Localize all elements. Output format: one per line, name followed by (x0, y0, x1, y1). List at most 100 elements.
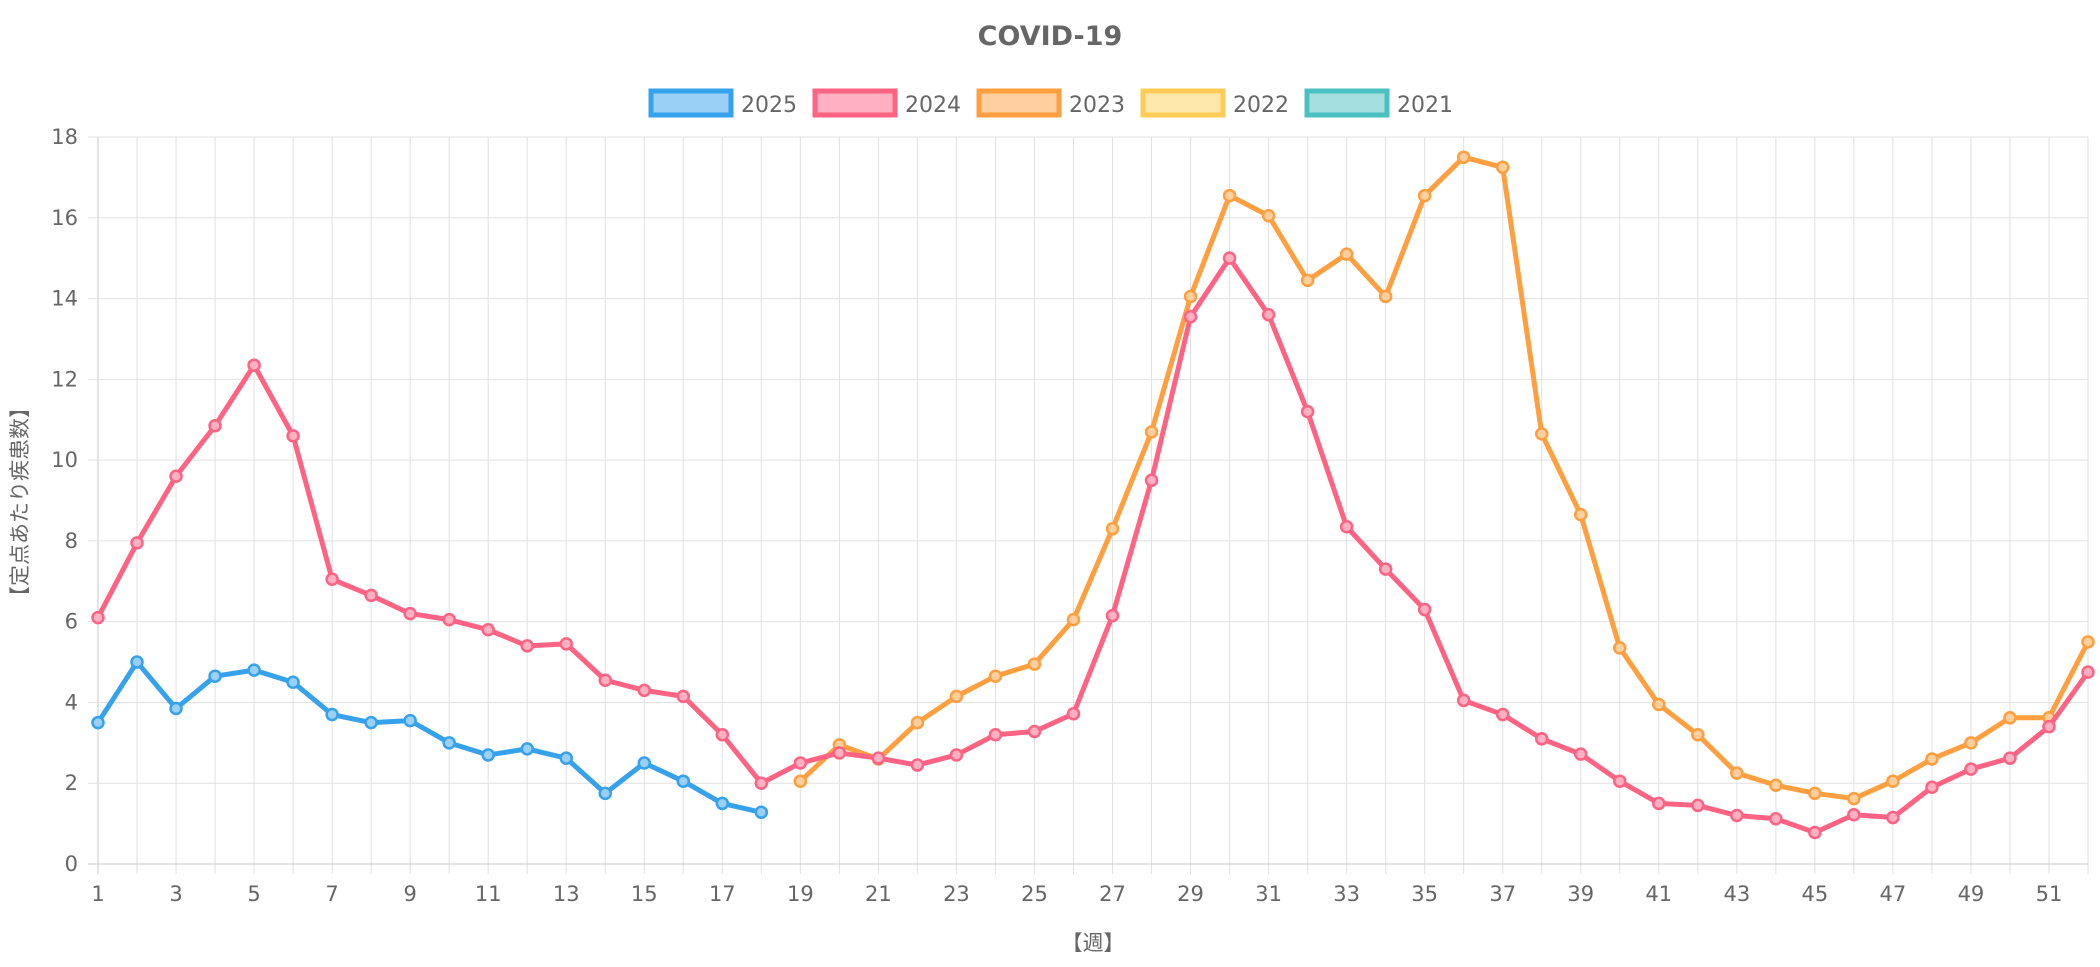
data-point-2023[interactable] (1613, 641, 1627, 655)
data-point-2025[interactable] (169, 701, 183, 716)
data-point-2024[interactable] (325, 572, 339, 587)
data-point-2024[interactable] (1066, 707, 1081, 721)
data-point-2025[interactable] (91, 715, 105, 730)
data-point-2024[interactable] (169, 469, 183, 484)
legend-item-2024[interactable]: 2024 (812, 88, 961, 118)
data-point-2023[interactable] (1105, 522, 1120, 536)
data-point-2023[interactable] (1339, 247, 1354, 261)
data-point-2023[interactable] (1183, 289, 1198, 304)
data-point-2024[interactable] (754, 776, 769, 790)
data-point-2023[interactable] (910, 715, 925, 730)
data-point-2025[interactable] (325, 707, 339, 722)
data-point-2025[interactable] (754, 805, 769, 820)
data-point-2024[interactable] (1534, 732, 1549, 746)
data-point-2024[interactable] (1339, 520, 1354, 534)
data-point-2025[interactable] (442, 736, 456, 750)
data-point-2024[interactable] (559, 637, 573, 651)
data-point-2023[interactable] (988, 669, 1003, 683)
data-point-2023[interactable] (1456, 150, 1471, 164)
data-point-2023[interactable] (1300, 273, 1315, 288)
data-point-2024[interactable] (1964, 762, 1978, 776)
data-point-2025[interactable] (286, 675, 300, 689)
data-point-2024[interactable] (910, 758, 925, 772)
data-point-2025[interactable] (364, 715, 378, 730)
data-point-2023[interactable] (1730, 766, 1744, 780)
data-point-2023[interactable] (1027, 657, 1042, 671)
data-point-2023[interactable] (793, 774, 808, 788)
data-point-2024[interactable] (1691, 798, 1705, 813)
data-point-2024[interactable] (637, 683, 652, 698)
data-point-2024[interactable] (793, 756, 808, 770)
data-point-2023[interactable] (2003, 711, 2017, 725)
data-point-2024[interactable] (598, 673, 613, 687)
data-point-2024[interactable] (286, 429, 300, 443)
data-point-2023[interactable] (1691, 728, 1705, 742)
data-point-2023[interactable] (949, 689, 964, 704)
data-point-2025[interactable] (637, 756, 652, 770)
data-point-2024[interactable] (2081, 665, 2095, 679)
data-point-2023[interactable] (1261, 209, 1276, 223)
data-point-2023[interactable] (1652, 697, 1666, 712)
data-point-2024[interactable] (1925, 780, 1939, 795)
data-point-2024[interactable] (1417, 602, 1432, 617)
data-point-2023[interactable] (1886, 774, 1900, 788)
data-point-2024[interactable] (2042, 719, 2056, 734)
data-point-2024[interactable] (1769, 812, 1783, 826)
data-point-2024[interactable] (832, 746, 847, 760)
data-point-2023[interactable] (1769, 778, 1783, 792)
data-point-2024[interactable] (247, 358, 261, 372)
data-point-2024[interactable] (676, 689, 691, 704)
data-point-2023[interactable] (1378, 289, 1393, 304)
data-point-2023[interactable] (1925, 752, 1939, 766)
data-point-2024[interactable] (1261, 307, 1276, 322)
data-point-2024[interactable] (1886, 810, 1900, 825)
data-point-2024[interactable] (1300, 404, 1315, 419)
data-point-2024[interactable] (1027, 724, 1042, 739)
data-point-2024[interactable] (481, 622, 495, 637)
data-point-2025[interactable] (130, 655, 144, 669)
data-point-2025[interactable] (247, 663, 261, 677)
data-point-2024[interactable] (1378, 562, 1393, 576)
legend-item-2023[interactable]: 2023 (976, 88, 1125, 118)
data-point-2023[interactable] (1495, 160, 1510, 175)
data-point-2024[interactable] (364, 588, 378, 603)
data-point-2024[interactable] (1144, 473, 1159, 488)
data-point-2024[interactable] (1730, 808, 1744, 823)
data-point-2023[interactable] (1573, 507, 1588, 522)
data-point-2024[interactable] (715, 728, 730, 742)
data-point-2023[interactable] (1144, 425, 1159, 439)
data-point-2024[interactable] (91, 610, 105, 625)
data-point-2023[interactable] (1808, 786, 1822, 801)
data-point-2024[interactable] (988, 728, 1003, 742)
data-point-2023[interactable] (1066, 612, 1081, 627)
data-point-2024[interactable] (1808, 825, 1822, 840)
data-point-2023[interactable] (2081, 635, 2095, 649)
data-point-2023[interactable] (1964, 736, 1978, 750)
data-point-2023[interactable] (1534, 427, 1549, 441)
data-point-2024[interactable] (1495, 707, 1510, 722)
data-point-2024[interactable] (1105, 608, 1120, 623)
data-point-2024[interactable] (208, 419, 222, 433)
data-point-2025[interactable] (481, 748, 495, 762)
data-point-2025[interactable] (676, 774, 691, 788)
legend-item-2025[interactable]: 2025 (648, 88, 797, 118)
data-point-2025[interactable] (208, 669, 222, 683)
data-point-2024[interactable] (403, 606, 417, 621)
data-point-2023[interactable] (1222, 188, 1237, 203)
data-point-2025[interactable] (598, 786, 613, 801)
data-point-2024[interactable] (1222, 251, 1237, 265)
data-point-2025[interactable] (403, 713, 417, 728)
data-point-2023[interactable] (1847, 791, 1861, 806)
data-point-2025[interactable] (715, 796, 730, 811)
legend-item-2022[interactable]: 2022 (1140, 88, 1289, 118)
data-point-2025[interactable] (520, 742, 534, 756)
legend-item-2021[interactable]: 2021 (1304, 88, 1453, 118)
data-point-2024[interactable] (1183, 309, 1198, 324)
data-point-2024[interactable] (871, 751, 886, 765)
data-point-2024[interactable] (1573, 747, 1588, 761)
data-point-2024[interactable] (1456, 693, 1471, 708)
data-point-2024[interactable] (130, 536, 144, 550)
data-point-2024[interactable] (442, 612, 456, 627)
data-point-2023[interactable] (1417, 188, 1432, 203)
data-point-2024[interactable] (1613, 774, 1627, 788)
